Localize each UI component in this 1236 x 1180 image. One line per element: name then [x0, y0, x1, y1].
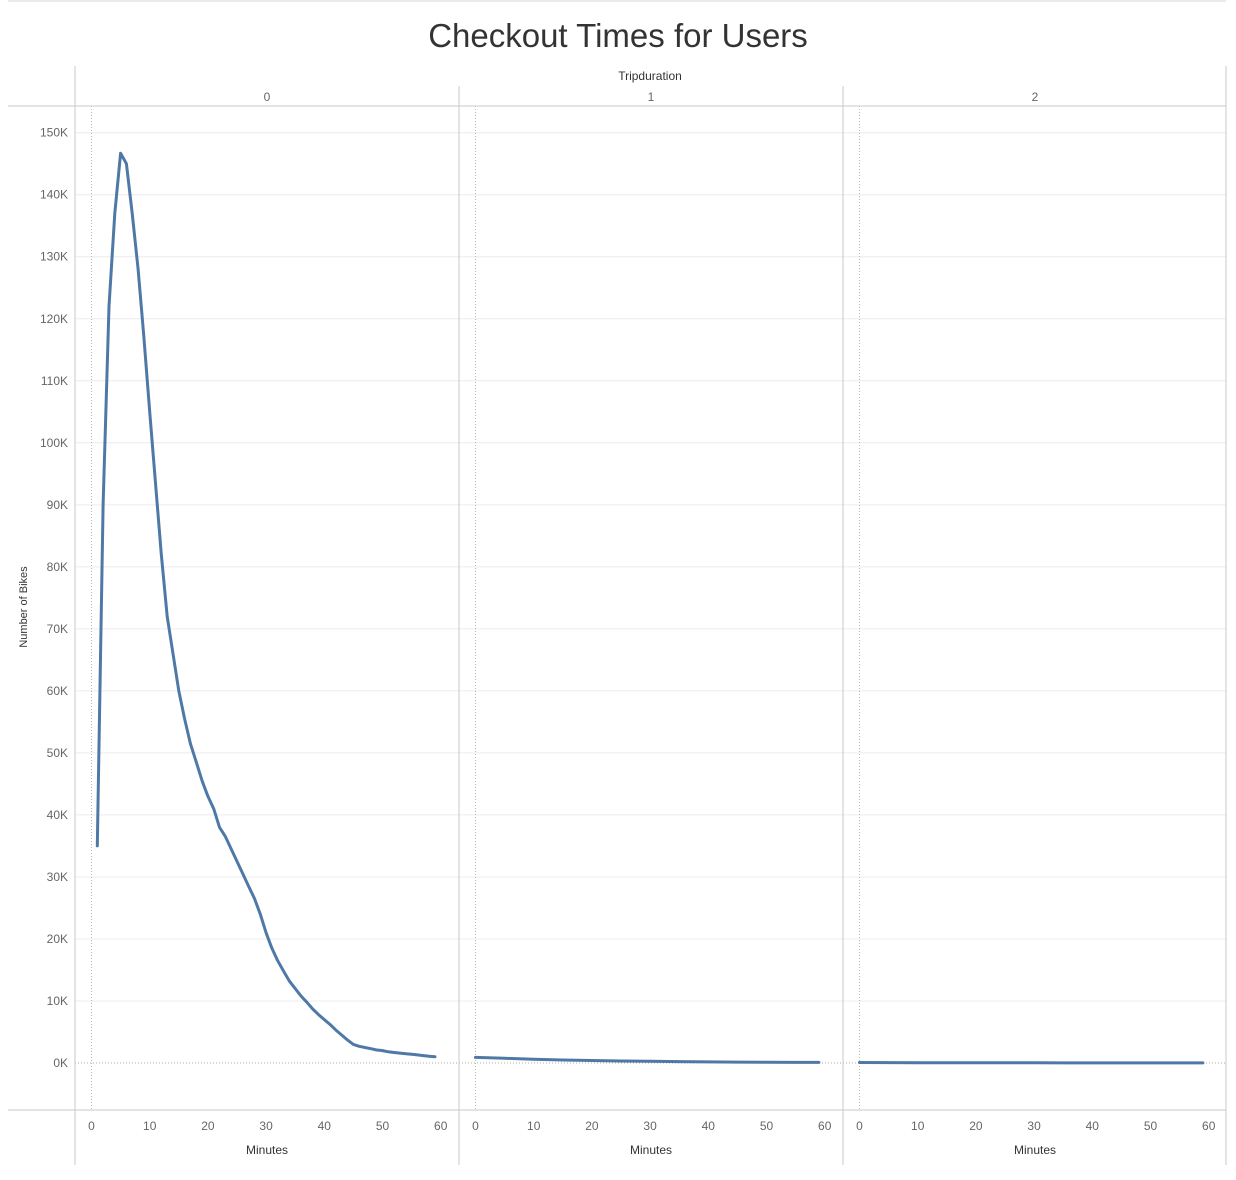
y-tick-label: 110K	[41, 374, 68, 388]
y-tick-label: 80K	[47, 560, 68, 574]
y-tick-label: 40K	[47, 808, 68, 822]
x-axis-label: Minutes	[630, 1143, 672, 1157]
x-tick-label: 30	[259, 1119, 273, 1133]
column-header: Tripduration	[618, 69, 682, 83]
x-tick-label: 60	[434, 1119, 448, 1133]
x-tick-label: 20	[201, 1119, 215, 1133]
y-tick-label: 30K	[47, 870, 68, 884]
x-tick-label: 10	[143, 1119, 157, 1133]
x-tick-label: 50	[376, 1119, 390, 1133]
y-tick-label: 60K	[47, 684, 68, 698]
y-tick-label: 150K	[40, 126, 68, 140]
x-tick-label: 60	[1202, 1119, 1216, 1133]
series-line	[97, 153, 435, 1057]
x-tick-label: 60	[818, 1119, 832, 1133]
x-tick-label: 20	[585, 1119, 599, 1133]
y-axis-label: Number of Bikes	[18, 566, 30, 648]
y-tick-label: 130K	[40, 250, 68, 264]
x-tick-label: 10	[911, 1119, 925, 1133]
panel-header-label: 2	[1032, 90, 1039, 104]
x-tick-label: 0	[856, 1119, 863, 1133]
x-tick-label: 50	[760, 1119, 774, 1133]
y-tick-label: 0K	[53, 1056, 68, 1070]
x-tick-label: 50	[1144, 1119, 1158, 1133]
x-tick-label: 40	[702, 1119, 716, 1133]
y-tick-label: 10K	[47, 994, 68, 1008]
y-tick-label: 120K	[40, 312, 68, 326]
y-tick-label: 140K	[40, 188, 68, 202]
x-tick-label: 10	[527, 1119, 541, 1133]
x-tick-label: 30	[1027, 1119, 1041, 1133]
panel-header-label: 0	[264, 90, 271, 104]
panel-header-label: 1	[648, 90, 655, 104]
x-axis-label: Minutes	[1014, 1143, 1056, 1157]
x-tick-label: 0	[472, 1119, 479, 1133]
y-tick-label: 90K	[47, 498, 68, 512]
y-tick-label: 100K	[40, 436, 68, 450]
chart-title: Checkout Times for Users	[428, 17, 808, 54]
series-line	[476, 1057, 819, 1062]
x-axis-label: Minutes	[246, 1143, 288, 1157]
x-tick-label: 0	[88, 1119, 95, 1133]
x-tick-label: 30	[643, 1119, 657, 1133]
x-tick-label: 40	[318, 1119, 332, 1133]
y-tick-label: 70K	[47, 622, 68, 636]
x-tick-label: 40	[1086, 1119, 1100, 1133]
x-tick-label: 20	[969, 1119, 983, 1133]
y-tick-label: 20K	[47, 932, 68, 946]
y-tick-label: 50K	[47, 746, 68, 760]
